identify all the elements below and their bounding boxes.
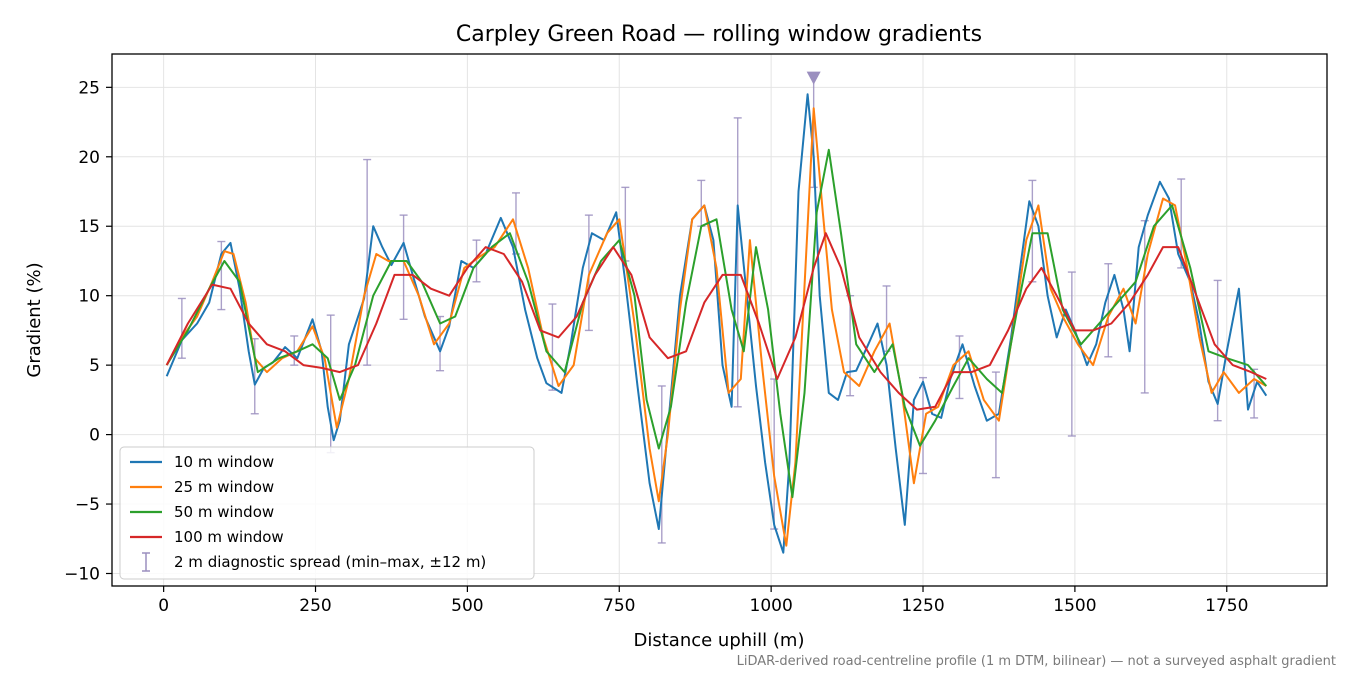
y-tick-label: 25: [78, 78, 100, 98]
series-line-100m: [165, 232, 1267, 411]
x-tick-label: 0: [158, 596, 169, 616]
legend-label-10m: 10 m window: [174, 453, 274, 471]
legend-label-25m: 25 m window: [174, 478, 274, 496]
x-tick-label: 250: [299, 596, 331, 616]
y-tick-label: 10: [78, 287, 100, 307]
y-tick-label: −5: [75, 495, 100, 515]
y-tick-label: 5: [89, 356, 100, 376]
footnote: LiDAR-derived road-centreline profile (1…: [737, 654, 1336, 669]
spread-errorbar: [1213, 279, 1222, 422]
spread-errorbar: [1140, 219, 1149, 394]
legend: 10 m window 25 m window 50 m window 100 …: [119, 446, 535, 580]
spread-errorbar: [1104, 263, 1113, 358]
legend-swatch-spread: [142, 552, 150, 572]
legend-label-50m: 50 m window: [174, 503, 274, 521]
legend-box: [119, 446, 535, 580]
x-tick-label: 1000: [750, 596, 793, 616]
spread-errorbar: [991, 371, 1000, 479]
spread-errorbar: [177, 297, 186, 359]
y-axis-title: Gradient (%): [24, 262, 45, 377]
axis-ticks: 0 250 500 750 1000 1250 1500 1750 −10 −5 0 5 10 15 20 2…: [64, 78, 1248, 616]
spread-errorbar: [548, 303, 557, 391]
plot-frame: [111, 53, 1328, 587]
y-tick-label: 20: [78, 148, 100, 168]
series-line-25m: [165, 107, 1267, 547]
x-tick-label: 1500: [1053, 596, 1096, 616]
legend-label-spread: 2 m diagnostic spread (min–max, ±12 m): [174, 553, 486, 571]
spread-errorbar: [919, 376, 928, 475]
x-tick-label: 1250: [901, 596, 944, 616]
spread-errorbar: [399, 214, 408, 321]
x-tick-label: 750: [603, 596, 635, 616]
series-line-10m: [165, 93, 1268, 554]
spread-errorbar: [955, 335, 964, 400]
chart-title: Carpley Green Road — rolling window grad…: [456, 22, 982, 47]
x-tick-label: 500: [451, 596, 483, 616]
peak-marker: [806, 71, 821, 85]
spread-errorbar: [472, 239, 481, 283]
series-line-50m: [165, 148, 1268, 499]
spread-errorbar: [657, 385, 666, 544]
y-tick-label: 15: [78, 217, 100, 237]
spread-errorbar: [1067, 271, 1076, 437]
plot-area: [165, 71, 1268, 554]
spread-errorbar: [290, 335, 299, 366]
spread-errorbar: [363, 158, 372, 366]
x-axis-title: Distance uphill (m): [634, 630, 805, 651]
spread-errorbar: [733, 117, 742, 408]
y-tick-label: 0: [89, 426, 100, 446]
legend-label-100m: 100 m window: [174, 528, 284, 546]
x-tick-label: 1750: [1205, 596, 1248, 616]
y-tick-label: −10: [64, 564, 100, 584]
